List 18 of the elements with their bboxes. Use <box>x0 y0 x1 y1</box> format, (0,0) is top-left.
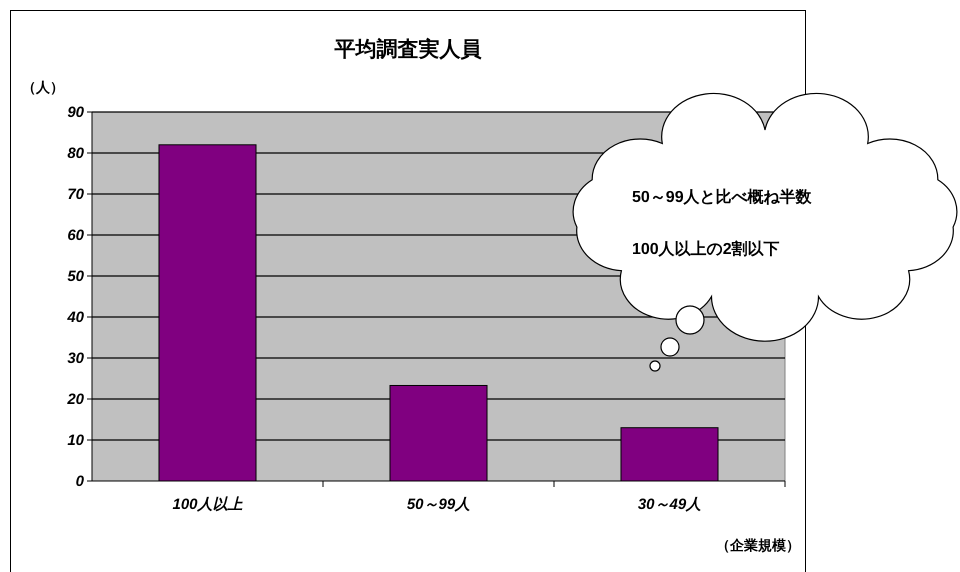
chart-title: 平均調査実人員 <box>334 37 482 61</box>
y-tick-label: 0 <box>76 473 85 490</box>
y-axis-title: （人） <box>22 79 64 95</box>
y-tick-label: 70 <box>67 186 85 203</box>
annotation: 100人以上の2割以下 <box>632 240 780 258</box>
x-axis-title: （企業規模） <box>716 537 800 553</box>
x-tick-label: 30～49人 <box>638 496 702 513</box>
y-tick-label: 20 <box>66 391 85 408</box>
y-tick-label: 10 <box>67 432 85 449</box>
annotation: 50～99人と比べ概ね半数 <box>632 188 813 206</box>
y-tick-label: 40 <box>66 309 85 326</box>
y-tick-label: 30 <box>67 350 85 367</box>
y-tick-label: 90 <box>67 104 85 121</box>
x-tick-label: 50～99人 <box>406 496 470 513</box>
y-tick-label: 80 <box>67 145 85 162</box>
y-tick-label: 50 <box>67 268 85 285</box>
x-tick-label: 100人以上 <box>172 496 244 513</box>
y-tick-label: 60 <box>67 227 85 244</box>
